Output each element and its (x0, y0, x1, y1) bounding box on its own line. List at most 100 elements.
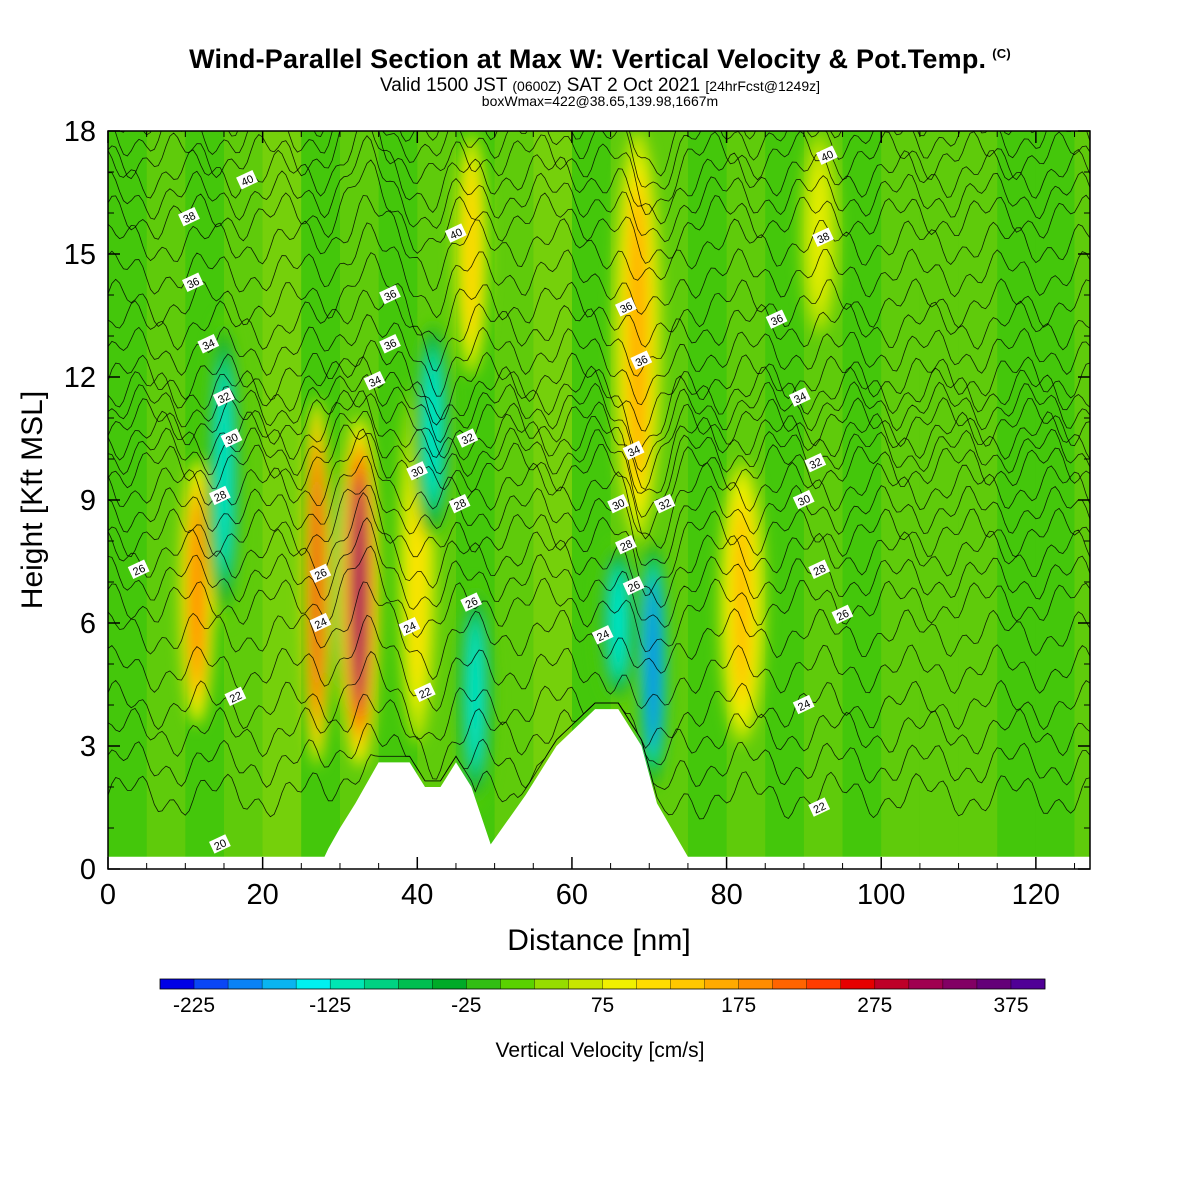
colorbar-tick-label: 375 (993, 994, 1028, 1017)
isentrope-label-text: 38 (816, 230, 832, 246)
isentrope-label: 26 (622, 575, 645, 596)
isentrope-label-text: 24 (313, 616, 329, 632)
colorbar-swatch (976, 979, 1012, 989)
colorbar-swatch (398, 979, 433, 989)
isentrope-label-text: 22 (417, 686, 433, 702)
subtitle-utc-time: (0600Z) (512, 78, 562, 94)
isentrope-label-text: 26 (626, 579, 642, 595)
colorbar-tick-label: 75 (591, 994, 614, 1017)
terrain (108, 709, 1090, 869)
isentrope-label: 34 (363, 370, 386, 391)
isentrope-label-text: 26 (835, 608, 851, 624)
colorbar-swatch (1010, 979, 1046, 989)
isentrope-label: 36 (379, 284, 401, 305)
colorbar-swatch (704, 979, 739, 989)
isentrope-label-text: 32 (460, 431, 476, 447)
w-band (454, 131, 489, 377)
x-tick-label: 20 (247, 879, 279, 911)
isentrope-label-text: 24 (796, 698, 812, 714)
isentrope-line (108, 195, 1090, 292)
x-tick-label: 0 (100, 879, 116, 911)
isentrope-label-text: 30 (611, 497, 627, 513)
chart-title-text: Wind-Parallel Section at Max W: Vertical… (189, 44, 987, 74)
isentrope-line (108, 131, 1090, 225)
isentrope-label-text: 26 (464, 595, 480, 611)
isentrope-line (108, 135, 1090, 243)
isentrope-label-text: 22 (228, 690, 244, 706)
isentrope-label: 30 (406, 461, 428, 481)
y-tick-label: 15 (64, 239, 96, 271)
colorbar-swatch (874, 979, 910, 989)
isentrope-label: 38 (178, 206, 200, 227)
isentrope-label: 26 (831, 604, 854, 625)
isentrope-label-text: 22 (812, 800, 828, 816)
isentrope-label-text: 36 (383, 288, 399, 304)
isentrope-lines (108, 131, 1090, 820)
w-band (718, 459, 766, 746)
plot-area: 20 22 22 22 24 24 24 24 26 26 26 26 26 28 28 28 28 30 30 30… (108, 131, 1090, 869)
x-tick-label: 100 (857, 879, 905, 911)
isentrope-label-text: 32 (808, 456, 824, 472)
chart-subtitle: Valid 1500 JST (0600Z) SAT 2 Oct 2021 [2… (0, 75, 1200, 97)
background-band (881, 131, 920, 869)
subtitle-forecast: [24hrFcst@1249z] (705, 78, 821, 94)
subtitle-valid-time: Valid 1500 JST (379, 75, 508, 96)
w-band (204, 315, 244, 624)
colorbar-swatch (942, 979, 978, 989)
isentrope-label-text: 30 (796, 493, 812, 509)
w-band (339, 418, 379, 767)
isentrope-label-text: 34 (367, 374, 383, 390)
colorbar-swatch (636, 979, 671, 989)
isentrope-label-text: 30 (410, 464, 426, 480)
colorbar-swatch (466, 979, 501, 989)
isentrope-labels: 20 22 22 22 24 24 24 24 26 26 26 26 26 28 28 28 28 30 30 30… (127, 145, 854, 854)
chart-title: Wind-Parallel Section at Max W: Vertical… (0, 44, 1200, 75)
isentrope-line (108, 650, 1090, 749)
w-band-contour (472, 625, 479, 765)
isentrope-label-text: 36 (618, 300, 634, 316)
isentrope-label: 36 (765, 309, 788, 329)
colorbar-tick-label: 175 (721, 994, 756, 1017)
isentrope-line (108, 289, 1090, 377)
isentrope-label: 40 (236, 170, 258, 190)
isentrope-label-text: 36 (383, 337, 399, 353)
isentrope-line (108, 313, 1090, 406)
isentrope-label: 24 (309, 612, 332, 633)
isentrope-label-text: 34 (792, 390, 808, 406)
colorbar-swatch (330, 979, 365, 989)
isentrope-label: 28 (448, 493, 471, 514)
isentrope-label: 34 (197, 334, 220, 354)
isentrope-label-text: 32 (657, 497, 673, 513)
subtitle-date: SAT 2 Oct 2021 (566, 75, 701, 96)
x-tick-label: 80 (710, 879, 742, 911)
w-band-contour (194, 510, 200, 675)
w-band-contour (738, 514, 746, 691)
w-band-contour (356, 485, 363, 700)
isentrope-label-text: 40 (819, 148, 835, 164)
x-tick-label: 60 (556, 879, 588, 911)
isentrope-label: 32 (653, 493, 676, 514)
isentrope-label: 30 (607, 493, 629, 514)
colorbar-swatch (568, 979, 603, 989)
w-band (179, 459, 215, 726)
isentrope-line (108, 484, 1090, 597)
background-band (262, 131, 302, 869)
w-band (637, 541, 669, 787)
w-band (596, 541, 640, 705)
isentrope-label-text: 34 (626, 444, 642, 460)
x-tick-label: 40 (401, 879, 433, 911)
isentrope-line (108, 410, 1090, 518)
y-tick-label: 6 (80, 608, 96, 640)
isentrope-line (108, 159, 1090, 264)
colorbar-tick-label: -125 (309, 994, 351, 1017)
w-band (411, 315, 455, 542)
colorbar-tick-label: 275 (857, 994, 892, 1017)
isentrope-label: 32 (804, 452, 827, 473)
colorbar-swatch (194, 979, 229, 989)
colorbar-swatch (432, 979, 467, 989)
colorbar-swatch (738, 979, 773, 989)
isentrope-label: 32 (456, 428, 479, 448)
isentrope-label: 22 (224, 686, 247, 707)
isentrope-label-text: 26 (131, 563, 147, 579)
